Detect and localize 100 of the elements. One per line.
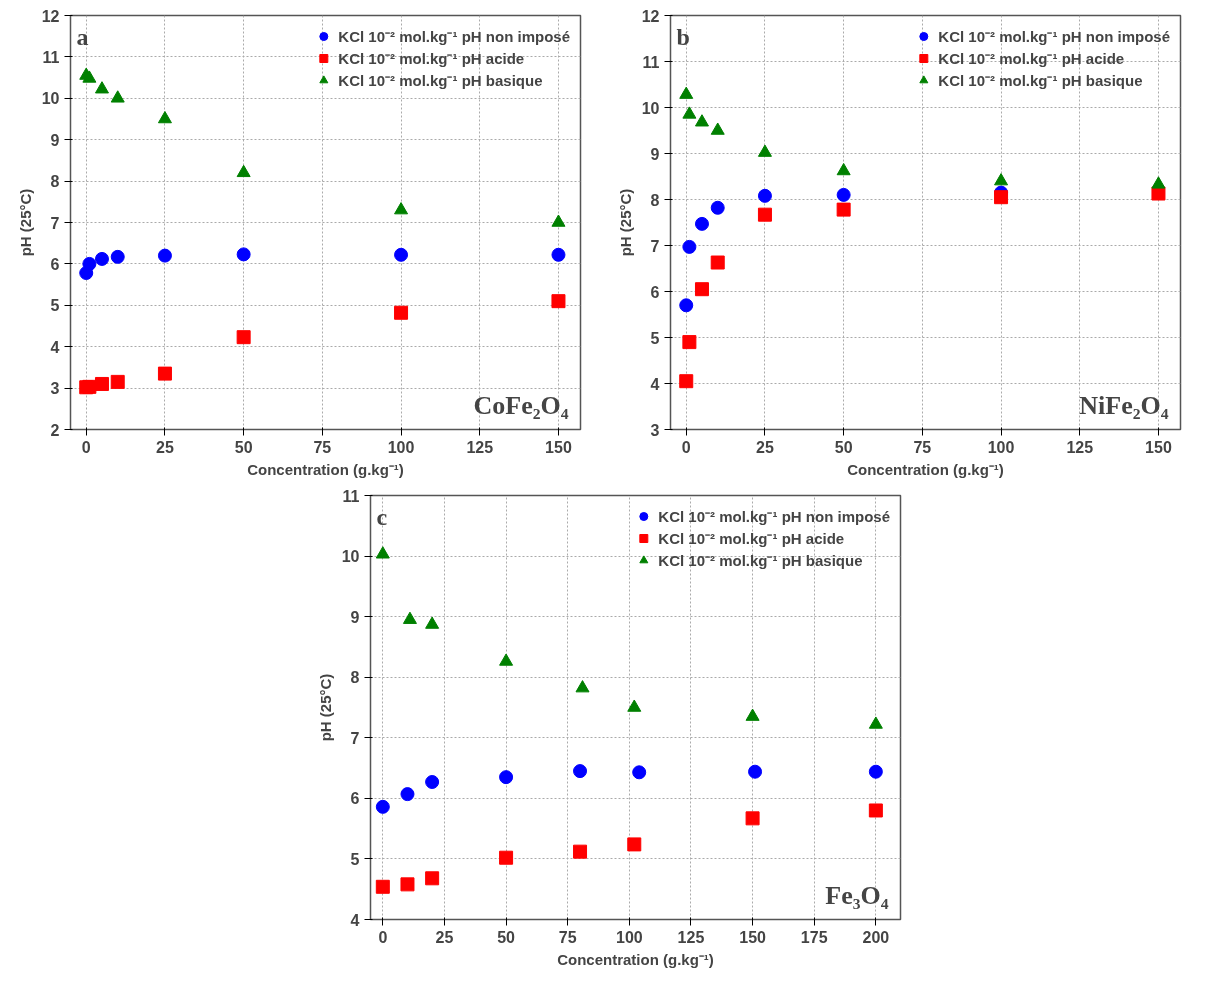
point (157, 110, 172, 124)
y-tick-label: 12 (41, 7, 60, 25)
point (425, 616, 440, 629)
x-axis-title: Concentration (g.kg⁻¹) (557, 950, 714, 968)
annotation: NiFe₂O₄ (1079, 390, 1169, 420)
point (632, 765, 647, 780)
x-tick-label: 100 (615, 928, 643, 946)
y-tick-label: 9 (650, 145, 660, 163)
y-tick-label: 4 (350, 911, 360, 929)
y-tick-label: 9 (50, 131, 60, 149)
point (694, 282, 709, 297)
point (157, 248, 172, 263)
legend-label: KCl 10⁻² mol.kg⁻¹ pH acide (658, 529, 845, 549)
point (236, 164, 251, 178)
y-tick-label: 2 (50, 421, 60, 439)
point (425, 775, 440, 789)
point (682, 106, 697, 119)
y-tick-label: 3 (50, 380, 60, 398)
annotation: CoFe₂O₄ (473, 390, 569, 420)
y-axis-title: pH (25°C) (316, 673, 334, 742)
x-tick-label: 75 (913, 438, 932, 456)
annotation: a (76, 23, 89, 50)
point (575, 680, 590, 693)
point (400, 787, 415, 802)
y-tick-label: 11 (342, 487, 360, 505)
point (682, 239, 697, 254)
y-tick-label: 7 (350, 729, 360, 747)
legend-label: KCl 10⁻² mol.kg⁻¹ pH non imposé (338, 27, 570, 47)
point (627, 699, 642, 712)
point (82, 256, 97, 271)
x-tick-label: 25 (756, 438, 774, 456)
x-tick-label: 0 (378, 928, 388, 946)
point (710, 200, 725, 215)
point (694, 216, 709, 231)
x-tick-label: 125 (466, 438, 494, 456)
point (551, 294, 566, 309)
point (157, 366, 172, 381)
y-tick-label: 8 (50, 173, 60, 191)
x-axis-title: Concentration (g.kg⁻¹) (847, 460, 1004, 478)
point (745, 811, 760, 826)
x-tick-label: 125 (677, 928, 705, 946)
x-tick-label: 150 (739, 928, 767, 946)
point (679, 298, 694, 313)
point (394, 247, 409, 262)
point (836, 202, 851, 217)
y-tick-label: 9 (350, 608, 360, 626)
point (868, 764, 883, 779)
point (679, 374, 694, 389)
x-tick-label: 100 (387, 438, 415, 456)
point (573, 844, 588, 859)
y-tick-label: 5 (50, 297, 60, 315)
point (748, 764, 763, 779)
point (710, 255, 725, 270)
point (868, 716, 883, 729)
x-axis-title: Concentration (g.kg⁻¹) (247, 460, 404, 478)
point (375, 879, 390, 894)
legend-label: KCl 10⁻² mol.kg⁻¹ pH acide (938, 49, 1125, 69)
point (94, 81, 109, 94)
y-tick-label: 10 (641, 99, 660, 117)
point (394, 305, 409, 320)
y-tick-label: 6 (50, 255, 60, 273)
y-tick-label: 10 (341, 548, 360, 566)
point (94, 376, 109, 391)
y-tick-label: 4 (650, 375, 660, 393)
x-tick-label: 200 (862, 928, 890, 946)
point (994, 190, 1009, 205)
y-tick-label: 3 (650, 421, 660, 439)
x-tick-label: 50 (497, 928, 516, 946)
y-axis-title: pH (25°C) (16, 188, 34, 257)
x-tick-label: 0 (81, 438, 91, 456)
point (236, 330, 251, 345)
annotation: b (676, 23, 690, 50)
y-axis-title: pH (25°C) (616, 188, 634, 257)
point (836, 187, 851, 202)
annotation: Fe₃O₄ (825, 880, 889, 910)
x-tick-label: 125 (1066, 438, 1094, 456)
y-tick-label: 10 (41, 90, 60, 108)
legend-label: KCl 10⁻² mol.kg⁻¹ pH non imposé (658, 507, 890, 527)
y-tick-label: 7 (50, 214, 60, 232)
point (110, 374, 125, 389)
x-tick-label: 150 (1145, 438, 1172, 456)
x-tick-label: 50 (834, 438, 853, 456)
point (1151, 176, 1166, 189)
legend-label: KCl 10⁻² mol.kg⁻¹ pH non imposé (938, 27, 1170, 47)
point (682, 335, 697, 350)
point (694, 114, 709, 127)
legend-label: KCl 10⁻² mol.kg⁻¹ pH basique (938, 71, 1143, 91)
legend-label: KCl 10⁻² mol.kg⁻¹ pH basique (658, 551, 863, 571)
point (994, 173, 1009, 186)
point (836, 162, 851, 176)
y-tick-label: 7 (650, 237, 660, 255)
point (679, 86, 694, 99)
point (375, 799, 390, 814)
y-tick-label: 12 (641, 7, 660, 25)
point (499, 770, 514, 785)
x-tick-label: 25 (435, 928, 454, 946)
y-tick-label: 11 (42, 48, 60, 66)
x-tick-label: 175 (800, 928, 828, 946)
point (94, 251, 109, 266)
point (110, 90, 125, 103)
